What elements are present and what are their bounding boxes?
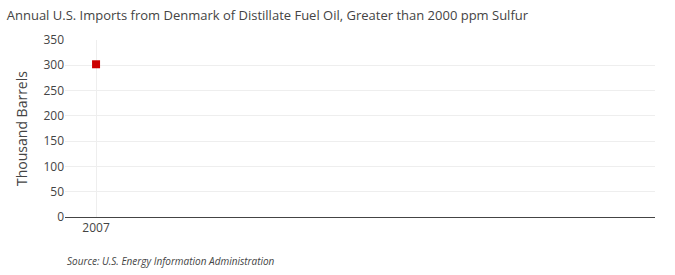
svg-text:50: 50: [50, 183, 64, 200]
svg-text:150: 150: [43, 132, 64, 149]
svg-text:200: 200: [43, 107, 64, 124]
svg-text:100: 100: [43, 158, 64, 175]
svg-text:0: 0: [57, 208, 64, 225]
svg-text:Thousand Barrels: Thousand Barrels: [12, 71, 31, 186]
svg-text:250: 250: [43, 82, 64, 99]
svg-text:300: 300: [43, 56, 64, 73]
svg-text:Source: U.S. Energy Informatio: Source: U.S. Energy Information Administ…: [67, 254, 275, 268]
svg-text:2007: 2007: [82, 219, 110, 236]
svg-text:350: 350: [43, 31, 64, 48]
svg-text:Annual U.S. Imports from Denma: Annual U.S. Imports from Denmark of Dist…: [7, 6, 529, 24]
